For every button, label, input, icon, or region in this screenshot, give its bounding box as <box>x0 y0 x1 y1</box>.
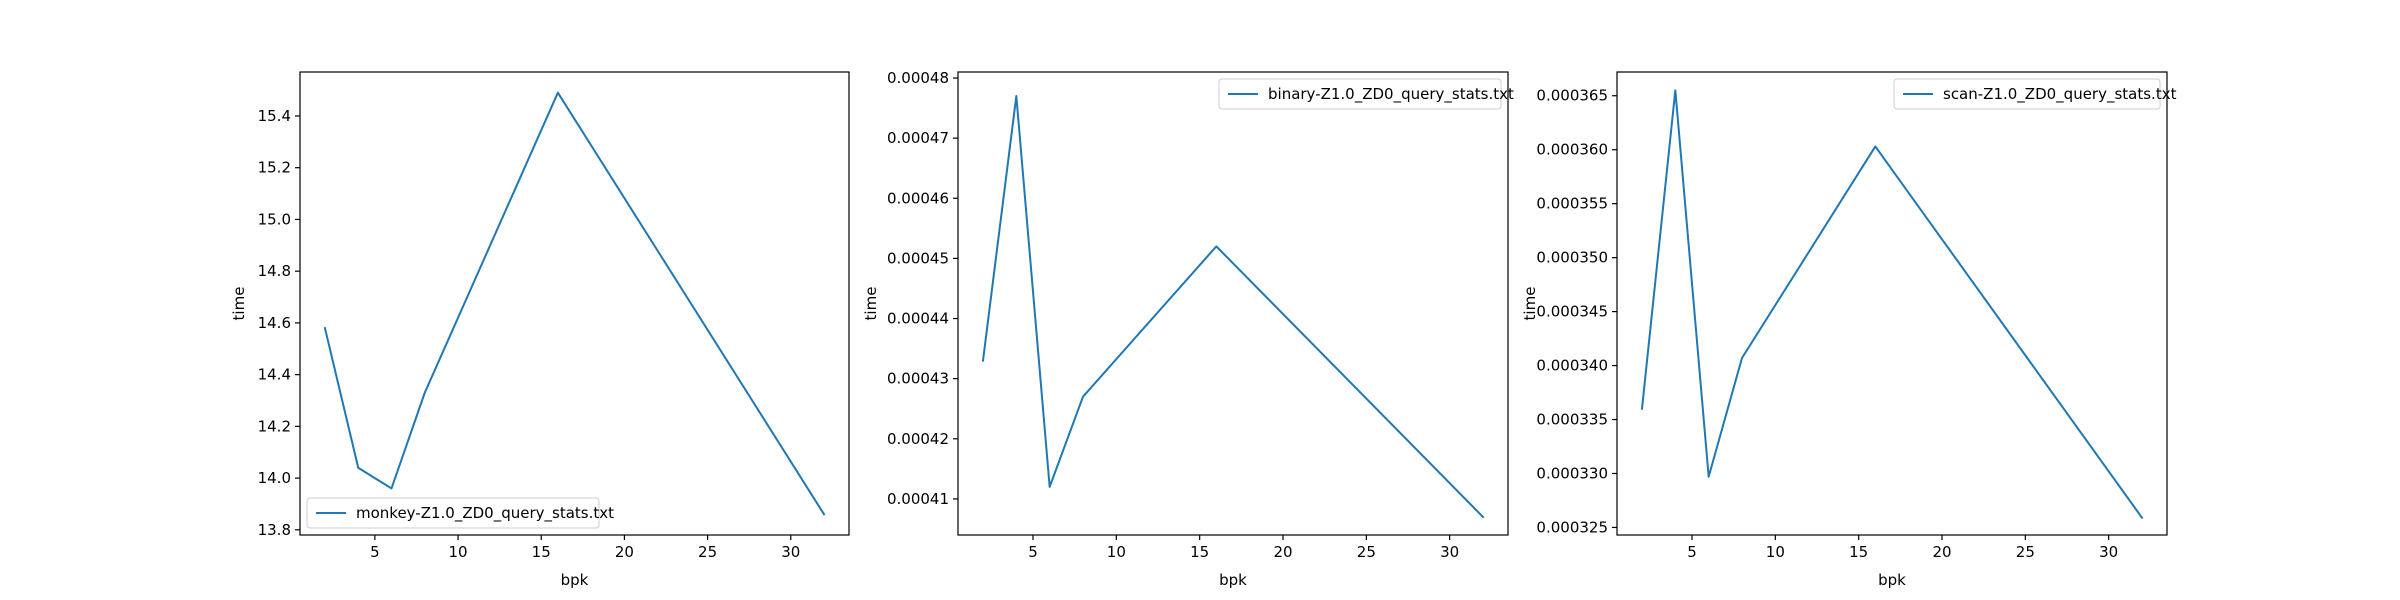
legend-box <box>306 497 600 529</box>
y-tick-label: 0.000365 <box>1536 87 1608 105</box>
x-tick-label: 15 <box>1849 543 1868 561</box>
y-tick-label: 0.000335 <box>1536 411 1608 429</box>
y-tick-label: 14.2 <box>258 417 291 435</box>
y-tick-label: 15.2 <box>258 159 291 177</box>
plot-frame <box>957 71 1509 536</box>
x-tick-label: 5 <box>1687 543 1697 561</box>
x-axis-label: bpk <box>1219 571 1247 589</box>
y-tick-label: 13.8 <box>258 521 291 539</box>
series-line <box>981 95 1485 519</box>
legend-label: binary-Z1.0_ZD0_query_stats.txt <box>1268 85 1514 104</box>
x-tick-label: 5 <box>370 543 380 561</box>
x-tick-label: 30 <box>2099 543 2118 561</box>
x-tick-label: 20 <box>1273 543 1292 561</box>
x-tick-label: 25 <box>698 543 717 561</box>
x-axis-label: bpk <box>561 571 589 589</box>
x-tick-label: 15 <box>1190 543 1209 561</box>
x-tick-label: 25 <box>1357 543 1376 561</box>
y-tick-label: 15.0 <box>258 210 291 228</box>
y-tick-label: 14.8 <box>258 262 291 280</box>
legend-label: monkey-Z1.0_ZD0_query_stats.txt <box>356 504 614 523</box>
y-tick-label: 0.000325 <box>1536 518 1608 536</box>
legend: scan-Z1.0_ZD0_query_stats.txt <box>1893 78 2177 110</box>
y-tick-label: 0.00048 <box>887 69 949 87</box>
y-tick-label: 14.4 <box>258 366 291 384</box>
y-tick-label: 0.00043 <box>887 370 949 388</box>
legend-box <box>1893 78 2161 110</box>
y-tick-label: 0.000350 <box>1536 249 1608 267</box>
y-tick-label: 15.4 <box>258 107 291 125</box>
legend: monkey-Z1.0_ZD0_query_stats.txt <box>306 497 614 529</box>
x-tick-label: 20 <box>615 543 634 561</box>
y-tick-label: 0.00046 <box>887 189 949 207</box>
y-tick-label: 0.000360 <box>1536 141 1608 159</box>
y-tick-label: 0.000330 <box>1536 464 1608 482</box>
y-axis-label: time <box>1521 287 1539 321</box>
y-tick-label: 0.00045 <box>887 249 949 267</box>
series-line <box>1640 89 2144 520</box>
legend-box <box>1218 78 1502 110</box>
x-tick-label: 10 <box>1766 543 1785 561</box>
x-tick-label: 10 <box>1107 543 1126 561</box>
y-tick-label: 0.00042 <box>887 430 949 448</box>
x-tick-label: 25 <box>2016 543 2035 561</box>
series-line <box>323 91 826 516</box>
y-tick-label: 14.6 <box>258 314 291 332</box>
y-tick-label: 0.000355 <box>1536 195 1608 213</box>
y-tick-label: 0.00041 <box>887 490 949 508</box>
x-tick-label: 20 <box>1932 543 1951 561</box>
legend: binary-Z1.0_ZD0_query_stats.txt <box>1218 78 1514 110</box>
y-tick-label: 14.0 <box>258 469 291 487</box>
x-tick-label: 10 <box>448 543 467 561</box>
y-tick-label: 0.00044 <box>887 310 949 328</box>
y-axis-label: time <box>230 287 248 321</box>
legend-label: scan-Z1.0_ZD0_query_stats.txt <box>1943 85 2177 104</box>
x-tick-label: 15 <box>532 543 551 561</box>
y-tick-label: 0.00047 <box>887 129 949 147</box>
y-axis-label: time <box>862 287 880 321</box>
plot-frame <box>1616 71 2168 536</box>
x-tick-label: 30 <box>781 543 800 561</box>
x-tick-label: 5 <box>1028 543 1038 561</box>
chart-panel-1: 5 10 15 20 25 30 13.8 14.0 14.2 14.4 14.6 14.8 15.0 1… <box>230 71 850 589</box>
chart-panel-3: 5 10 15 20 25 30 0.000325 0.000330 0.000335 0.000… <box>1521 71 2177 589</box>
x-tick-label: 30 <box>1440 543 1459 561</box>
y-tick-label: 0.000340 <box>1536 357 1608 375</box>
plot-frame <box>299 71 850 536</box>
x-axis-label: bpk <box>1878 571 1906 589</box>
y-tick-label: 0.000345 <box>1536 303 1608 321</box>
chart-panel-2: 5 10 15 20 25 30 0.00041 0.00042 0.00043 0.00044 0… <box>862 69 1514 589</box>
